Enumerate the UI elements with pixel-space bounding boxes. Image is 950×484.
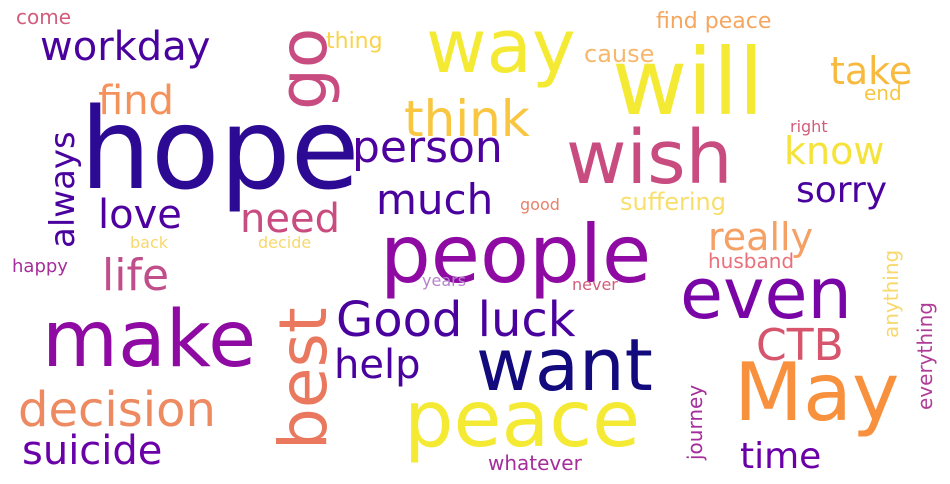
cloud-word-whatever: whatever (488, 451, 583, 475)
cloud-word-life: life (102, 250, 169, 301)
cloud-word-come: come (16, 5, 71, 29)
cloud-word-even: even (680, 253, 852, 335)
cloud-word-best: best (265, 307, 342, 450)
cloud-word-suffering: suffering (620, 188, 726, 216)
cloud-word-decision: decision (18, 382, 216, 438)
cloud-word-back: back (130, 233, 169, 252)
cloud-word-really: really (708, 215, 813, 259)
cloud-word-time: time (740, 436, 821, 477)
cloud-word-decide: decide (258, 233, 311, 252)
cloud-word-wish: wish (566, 115, 733, 201)
cloud-word-find: find (98, 78, 174, 124)
cloud-word-suicide: suicide (22, 428, 162, 474)
cloud-word-thing: thing (326, 29, 383, 54)
cloud-word-happy: happy (12, 256, 68, 277)
cloud-word-end: end (864, 81, 902, 105)
cloud-word-make: make (42, 295, 256, 385)
cloud-word-want: want (476, 323, 653, 407)
cloud-word-cause: cause (584, 40, 654, 68)
cloud-word-help: help (334, 342, 420, 388)
cloud-word-good-luck: Good luck (336, 292, 576, 348)
cloud-word-workday: workday (40, 24, 210, 70)
cloud-word-think: think (404, 90, 530, 148)
cloud-word-everything: everything (913, 302, 937, 410)
cloud-word-husband: husband (708, 249, 794, 273)
cloud-word-always: always (43, 131, 83, 248)
cloud-word-find-peace: find peace (656, 9, 771, 34)
cloud-word-love: love (98, 192, 182, 238)
cloud-word-hope: hope (80, 85, 360, 215)
cloud-word-need: need (240, 196, 340, 242)
cloud-word-people: people (380, 208, 651, 301)
cloud-word-journey: journey (683, 385, 707, 461)
cloud-word-person: person (352, 122, 503, 173)
cloud-word-take: take (830, 49, 912, 93)
cloud-word-sorry: sorry (796, 170, 887, 211)
cloud-word-never: never (572, 275, 618, 294)
cloud-word-good: good (520, 195, 560, 214)
cloud-word-right: right (790, 117, 828, 136)
cloud-word-way: way (426, 4, 576, 90)
cloud-word-know: know (784, 129, 884, 173)
cloud-word-peace: peace (404, 375, 640, 465)
cloud-word-much: much (376, 175, 493, 224)
cloud-word-years: years (422, 271, 466, 290)
cloud-word-ctb: CTB (756, 320, 844, 371)
cloud-word-anything: anything (879, 250, 903, 338)
cloud-word-may: May (734, 346, 899, 439)
cloud-word-go: go (265, 28, 342, 110)
cloud-word-will: will (612, 29, 764, 136)
